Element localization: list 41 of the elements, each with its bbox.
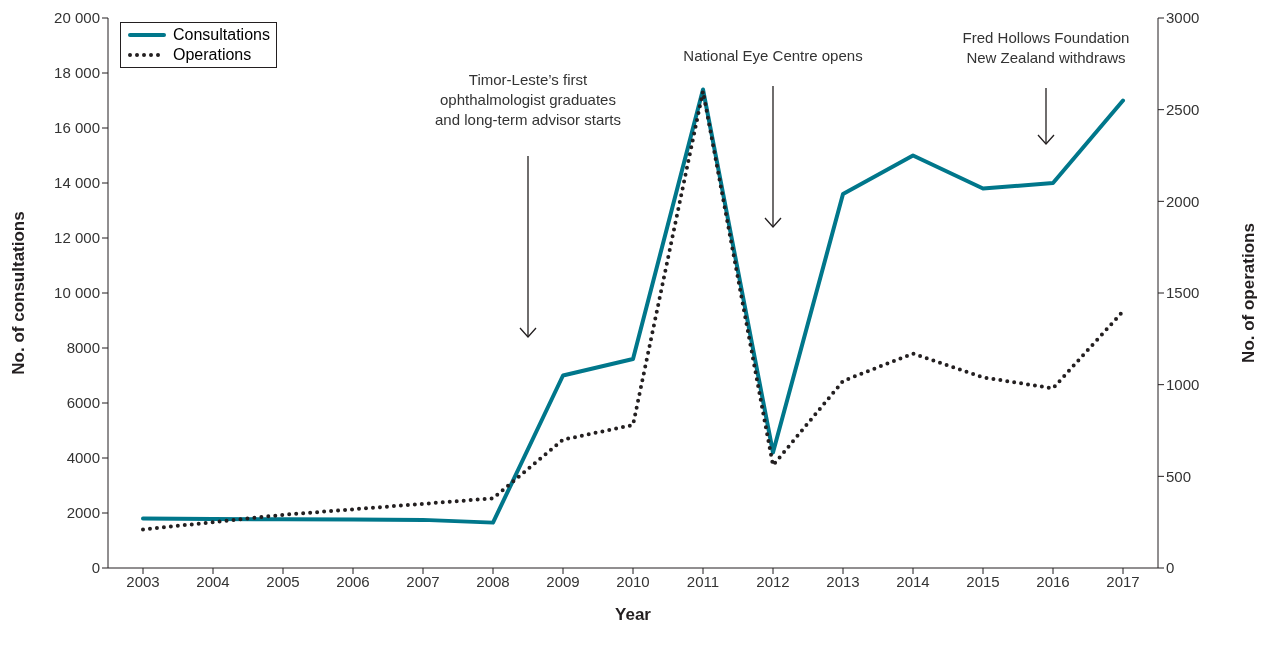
x-tick-label: 2012	[756, 572, 790, 590]
annotation: Timor-Leste’s first ophthalmologist graduates and long-term advisor starts	[434, 70, 622, 130]
y-tick-label: 0	[91, 559, 100, 577]
y2-tick-label: 1000	[1166, 375, 1200, 393]
x-tick-label: 2011	[686, 572, 720, 590]
y-tick-label: 2000	[66, 504, 100, 522]
y-tick-label: 12 000	[54, 229, 100, 247]
y2-tick-label: 1500	[1166, 284, 1200, 302]
annotation: Fred Hollows Foundation New Zealand withdraws	[961, 28, 1131, 68]
y2-tick-label: 3000	[1166, 9, 1200, 27]
x-tick-label: 2006	[336, 572, 370, 590]
x-tick-label: 2004	[196, 572, 230, 590]
x-axis-title: Year	[615, 605, 652, 624]
y-tick-label: 18 000	[54, 64, 100, 82]
y2-tick-label: 500	[1166, 467, 1192, 485]
legend-label: Operations	[173, 45, 252, 65]
x-tick-label: 2010	[616, 572, 650, 590]
x-tick-label: 2005	[266, 572, 300, 590]
x-tick-label: 2013	[826, 572, 860, 590]
x-tick-label: 2008	[476, 572, 510, 590]
y2-tick-label: 2000	[1166, 192, 1200, 210]
annotation: National Eye Centre opens	[682, 46, 864, 66]
y2-tick-label: 0	[1166, 559, 1175, 577]
legend-label: Consultations	[173, 25, 270, 45]
y-tick-label: 4000	[66, 449, 100, 467]
y-tick-label: 14 000	[54, 174, 100, 192]
x-tick-label: 2015	[966, 572, 1000, 590]
y-tick-label: 10 000	[54, 284, 100, 302]
y-tick-label: 8000	[66, 339, 100, 357]
y-tick-label: 20 000	[54, 9, 100, 27]
y2-axis-title: No. of operations	[1239, 223, 1259, 363]
x-tick-label: 2017	[1106, 572, 1140, 590]
y-axis-title: No. of consultations	[9, 211, 29, 375]
x-tick-label: 2014	[896, 572, 930, 590]
y-tick-label: 6000	[66, 394, 100, 412]
x-tick-label: 2016	[1036, 572, 1070, 590]
x-tick-label: 2007	[406, 572, 440, 590]
x-tick-label: 2009	[546, 572, 580, 590]
y-tick-label: 16 000	[54, 119, 100, 137]
x-tick-label: 2003	[126, 572, 160, 590]
y2-tick-label: 2500	[1166, 100, 1200, 118]
